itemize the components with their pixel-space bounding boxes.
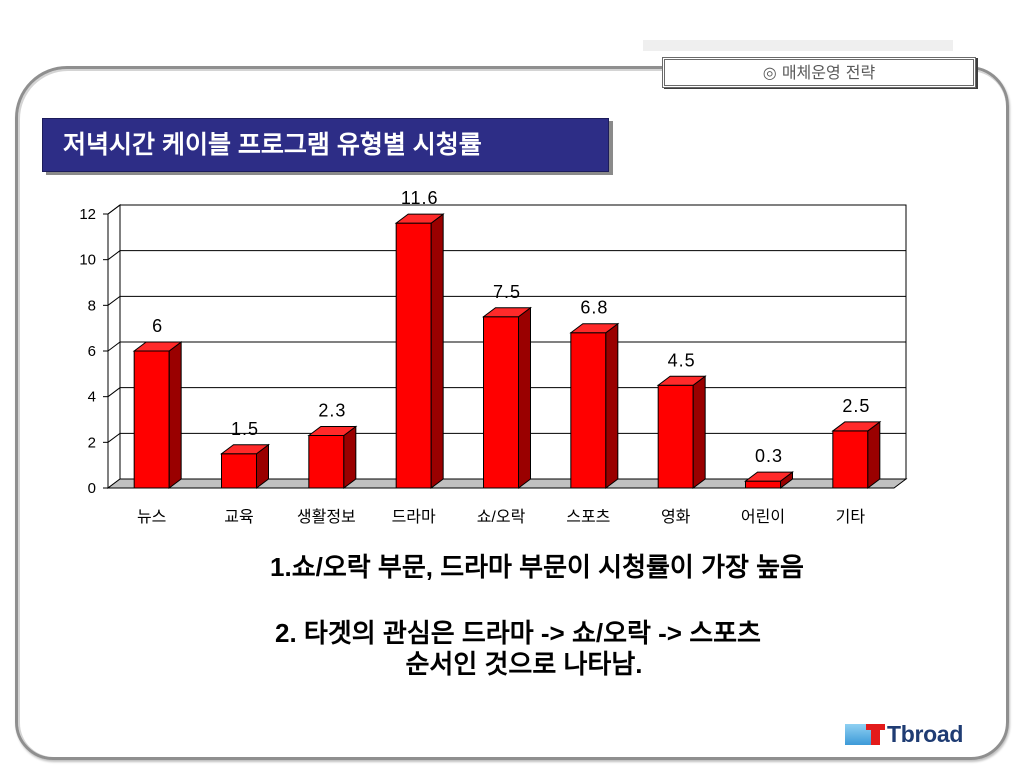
- category-label: 스포츠: [566, 508, 610, 526]
- bar-top: [307, 425, 358, 436]
- bar: [221, 453, 257, 489]
- data-label: 4.5: [668, 350, 696, 370]
- y-tick-label: 2: [88, 434, 96, 451]
- category-label: 어린이: [741, 508, 785, 526]
- bar-chart: 0 2 4 6 8 10 12 6 뉴스 1.5 교육 2.3 생활정보 11.6 드라마 7.5 쇼/오락 6.…: [79, 188, 908, 526]
- category-label: 영화: [661, 508, 691, 526]
- data-label: 6: [152, 316, 163, 336]
- y-tick-label: 8: [88, 297, 96, 314]
- bar: [570, 332, 607, 489]
- category-label: 쇼/오락: [477, 508, 526, 526]
- bar-top: [656, 375, 707, 386]
- bar-side: [168, 341, 182, 489]
- y-tick-label: 0: [88, 480, 96, 497]
- summary-note-2: 2. 타겟의 관심은 드라마 -> 쇼/오락 -> 스포츠: [275, 618, 761, 648]
- logo-blue-block: [845, 724, 871, 745]
- bar-top: [394, 213, 445, 224]
- category-label: 교육: [224, 508, 253, 526]
- gridline: [107, 387, 906, 398]
- bar-top: [482, 307, 532, 318]
- bar-top: [220, 444, 270, 455]
- bar: [308, 434, 345, 489]
- y-tick-label: 4: [88, 389, 96, 406]
- bar-side: [343, 425, 357, 489]
- summary-note-3: 순서인 것으로 나타남.: [405, 649, 643, 679]
- category-label: 뉴스: [137, 509, 166, 526]
- bar: [657, 384, 694, 489]
- bar: [483, 316, 519, 489]
- header-strip: [643, 40, 953, 51]
- bar-side: [605, 322, 619, 489]
- gridline: [107, 341, 906, 352]
- data-label: 1.5: [231, 419, 259, 439]
- chart-title-banner: 저녁시간 케이블 프로그램 유형별 시청률: [42, 118, 609, 172]
- tbroad-logo: Tbroad: [845, 720, 977, 748]
- logo-text: Tbroad: [887, 721, 964, 747]
- data-label: 2.5: [842, 396, 870, 416]
- gridline: [107, 295, 906, 306]
- bar: [832, 430, 869, 489]
- bar-side: [430, 213, 444, 489]
- tbroad-logo-icon: [845, 724, 887, 745]
- gridline: [107, 432, 906, 443]
- summary-note-1: 1.쇼/오락 부문, 드라마 부문이 시청률이 가장 높음: [270, 552, 804, 582]
- bar: [133, 350, 170, 489]
- category-label: 생활정보: [297, 508, 356, 526]
- y-tick-label: 6: [88, 343, 96, 360]
- bar-side: [518, 306, 531, 489]
- bar-top: [569, 323, 620, 334]
- category-label: 기타: [836, 508, 866, 526]
- bar: [745, 480, 781, 489]
- section-tab: ◎ 매체운영 전략: [662, 57, 976, 88]
- bar-side: [692, 375, 706, 489]
- bar-top: [744, 471, 794, 482]
- gridline: [107, 204, 906, 215]
- data-label: 11.6: [401, 188, 439, 208]
- category-label: 드라마: [392, 508, 436, 526]
- bar-top: [831, 421, 882, 432]
- logo-t-stem: [871, 724, 880, 745]
- data-label: 6.8: [580, 298, 608, 318]
- data-label: 2.3: [318, 400, 346, 420]
- data-label: 7.5: [493, 282, 521, 302]
- bar-side: [867, 420, 881, 489]
- data-label: 0.3: [755, 446, 783, 466]
- bar: [395, 222, 432, 489]
- y-tick-label: 12: [79, 206, 96, 223]
- bar-top: [132, 341, 183, 352]
- y-tick-label: 10: [79, 252, 96, 269]
- slide-frame: [15, 66, 1009, 760]
- gridline: [107, 250, 906, 261]
